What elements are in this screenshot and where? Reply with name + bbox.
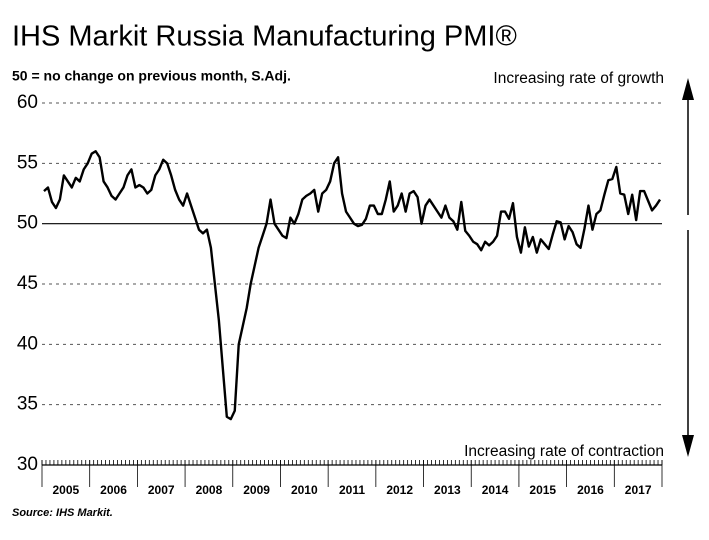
x-tick-label: 2009 xyxy=(243,483,270,497)
x-tick-label: 2012 xyxy=(386,483,413,497)
y-tick-label: 35 xyxy=(17,394,38,415)
x-tick-label: 2014 xyxy=(482,483,509,497)
x-tick-label: 2010 xyxy=(291,483,318,497)
subtitle: 50 = no change on previous month, S.Adj. xyxy=(12,68,291,84)
x-tick-label: 2011 xyxy=(339,483,365,497)
y-tick-label: 45 xyxy=(17,273,38,294)
x-tick-label: 2008 xyxy=(196,483,223,497)
pmi-line xyxy=(43,150,662,421)
annotation: Increasing rate of growth xyxy=(493,70,664,87)
y-tick-label: 50 xyxy=(17,213,38,234)
chart-title: IHS Markit Russia Manufacturing PMI® xyxy=(12,21,517,53)
x-tick-label: 2013 xyxy=(434,483,461,497)
arrows xyxy=(682,78,694,457)
x-tick-label: 2006 xyxy=(100,483,127,497)
x-tick-label: 2007 xyxy=(148,483,175,497)
x-tick-label: 2015 xyxy=(529,483,556,497)
x-tick-label: 2017 xyxy=(625,483,652,497)
y-tick-label: 30 xyxy=(17,454,38,475)
source: Source: IHS Markit. xyxy=(12,507,113,519)
y-tick-label: 60 xyxy=(17,92,38,113)
y-tick-label: 40 xyxy=(17,333,38,354)
x-tick-label: 2016 xyxy=(577,483,604,497)
y-tick-label: 55 xyxy=(17,152,38,173)
annotation: Increasing rate of contraction xyxy=(464,443,664,460)
x-tick-label: 2005 xyxy=(52,483,79,497)
